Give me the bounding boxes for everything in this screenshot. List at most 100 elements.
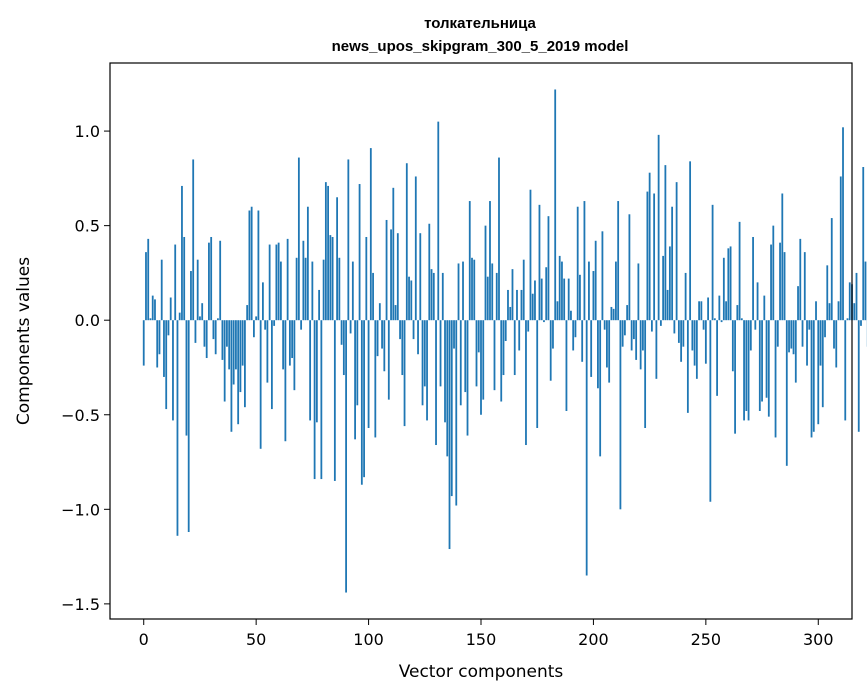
bar: [457, 263, 460, 321]
bar: [160, 259, 163, 321]
bar: [147, 238, 150, 321]
bar: [367, 320, 370, 428]
bar: [765, 320, 768, 398]
bar: [626, 305, 629, 321]
bar: [466, 320, 469, 436]
bar: [756, 282, 759, 321]
bar: [399, 320, 401, 340]
bar: [268, 244, 271, 321]
bar: [599, 320, 602, 457]
bar: [529, 189, 532, 321]
bar: [385, 219, 388, 321]
bar: [716, 320, 718, 396]
bar: [650, 320, 653, 332]
bar: [493, 320, 496, 391]
bar: [151, 295, 154, 321]
bar: [513, 320, 516, 376]
bar: [781, 193, 784, 321]
bar: [154, 299, 156, 321]
bar: [545, 267, 548, 321]
bar: [358, 184, 361, 321]
bar: [253, 320, 255, 338]
bar: [783, 252, 786, 321]
bar: [689, 161, 692, 321]
bar: [606, 320, 608, 368]
bar: [181, 185, 183, 321]
bar: [270, 320, 273, 410]
bar: [558, 255, 561, 321]
bar: [540, 278, 543, 321]
bar: [486, 276, 489, 321]
bar: [246, 305, 249, 321]
bar: [286, 238, 289, 321]
bar: [853, 303, 856, 321]
bar: [241, 320, 244, 366]
bar: [747, 320, 750, 421]
bar: [417, 320, 419, 355]
bar: [790, 320, 793, 349]
bar: [806, 320, 808, 366]
bar: [641, 320, 644, 351]
bar: [376, 320, 379, 357]
chart-title: толкательница: [424, 15, 536, 32]
bar: [684, 272, 687, 321]
bar: [830, 218, 833, 321]
chart-subtitle: news_upos_skipgram_300_5_2019 model: [332, 38, 629, 55]
bar: [862, 167, 865, 321]
bar: [572, 320, 575, 351]
bar: [237, 320, 240, 425]
bar: [444, 320, 446, 423]
bar: [338, 257, 341, 321]
bar: [547, 216, 550, 321]
bar: [531, 293, 534, 321]
bar: [219, 240, 222, 321]
bar: [821, 320, 824, 408]
bar: [554, 89, 557, 321]
bar: [345, 320, 347, 593]
bar: [340, 320, 343, 345]
bar: [318, 289, 321, 321]
bar: [262, 282, 264, 321]
bar: [199, 316, 201, 321]
bar: [637, 263, 640, 321]
bar: [644, 320, 647, 428]
bar: [792, 320, 795, 355]
bar: [459, 320, 462, 406]
bar: [167, 320, 170, 336]
bar: [327, 185, 329, 321]
bar: [579, 274, 581, 321]
bar: [839, 176, 842, 321]
bar: [363, 320, 365, 478]
bar: [740, 318, 743, 321]
bar: [603, 320, 606, 330]
bar: [282, 320, 285, 370]
bar: [203, 320, 206, 347]
bar: [473, 259, 476, 321]
bar: [421, 320, 424, 406]
bar: [731, 320, 734, 372]
bar: [738, 221, 741, 321]
y-tick-label: 0.0: [75, 311, 100, 330]
bar: [628, 214, 631, 321]
bar: [754, 320, 757, 330]
bar: [255, 316, 258, 321]
x-axis-label: Vector components: [399, 662, 564, 682]
bar: [819, 320, 822, 366]
bar: [172, 320, 174, 421]
bar: [315, 320, 318, 423]
bar: [329, 235, 332, 321]
bar: [158, 320, 161, 355]
bar: [788, 320, 790, 353]
bar: [365, 236, 368, 321]
bar: [394, 305, 397, 321]
bar: [351, 261, 354, 321]
bar: [214, 320, 217, 355]
bar: [662, 255, 665, 321]
bar: [437, 121, 440, 321]
bar: [570, 310, 572, 321]
bar: [322, 259, 325, 321]
bar: [691, 320, 694, 351]
bar: [520, 289, 523, 321]
bar: [664, 165, 667, 321]
bar: [815, 301, 817, 321]
